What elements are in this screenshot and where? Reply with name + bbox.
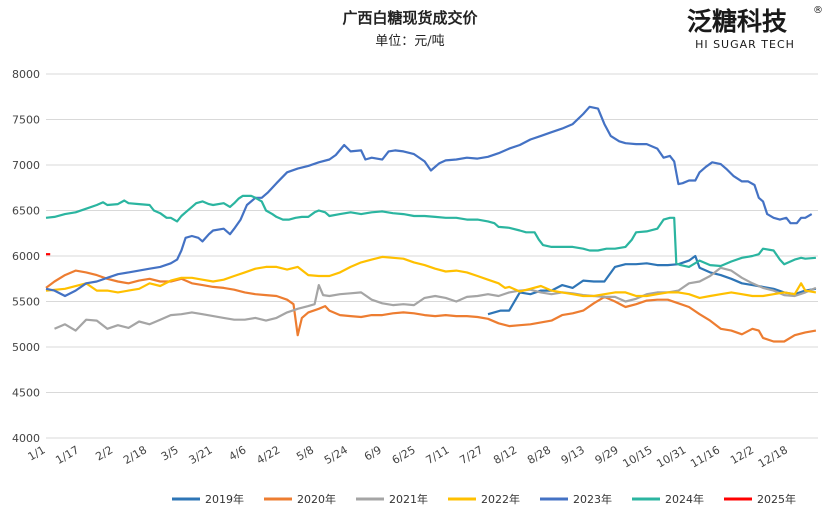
x-tick-label: 7/27 — [457, 443, 485, 467]
logo: 泛糖科技 ® HI SUGAR TECH — [687, 5, 823, 51]
x-tick-label: 6/9 — [362, 443, 384, 463]
x-tick-label: 9/29 — [593, 443, 621, 467]
series-line-2023年 — [45, 105, 813, 298]
y-tick-label: 7000 — [12, 159, 40, 172]
legend-label: 2023年 — [573, 492, 612, 506]
x-tick-label: 1/1 — [26, 443, 48, 463]
y-tick-label: 4000 — [12, 432, 40, 445]
logo-english: HI SUGAR TECH — [695, 38, 795, 51]
y-tick-label: 8000 — [12, 68, 40, 81]
registered-mark: ® — [813, 5, 823, 16]
x-tick-label: 12/2 — [728, 443, 756, 467]
chart-subtitle: 单位：元/吨 — [375, 34, 444, 49]
y-axis: 4000 4500 5000 5500 6000 6500 7000 7500 8000 — [12, 68, 40, 445]
series-line-2024年 — [45, 194, 816, 268]
x-tick-label: 4/22 — [254, 443, 282, 467]
series-line-2022年 — [45, 255, 817, 299]
grid-lines — [46, 73, 818, 439]
y-tick-label: 7500 — [12, 114, 40, 127]
y-tick-label: 6500 — [12, 205, 40, 218]
y-tick-label: 6000 — [12, 250, 40, 263]
x-tick-label: 10/15 — [621, 443, 655, 470]
x-tick-label: 5/24 — [322, 443, 350, 467]
x-tick-label: 4/6 — [227, 443, 249, 463]
chart-title: 广西白糖现货成交价 — [342, 9, 478, 27]
legend-label: 2021年 — [389, 492, 428, 506]
legend-label: 2022年 — [481, 492, 520, 506]
x-tick-label: 3/21 — [187, 443, 215, 467]
plot-area — [45, 105, 817, 343]
x-axis: 1/1 1/17 2/2 2/18 3/5 3/21 4/6 4/22 5/8 5/24 6/9 6/… — [26, 443, 790, 470]
x-tick-label: 11/16 — [688, 443, 722, 470]
y-tick-label: 5500 — [12, 296, 40, 309]
series-line-2019年 — [487, 254, 817, 316]
x-tick-label: 6/25 — [390, 443, 418, 467]
legend-label: 2025年 — [757, 492, 796, 506]
series-line-2021年 — [54, 266, 817, 332]
x-tick-label: 8/28 — [525, 443, 553, 467]
x-tick-label: 8/12 — [491, 443, 519, 467]
x-tick-label: 9/13 — [559, 443, 587, 467]
logo-chinese: 泛糖科技 — [687, 7, 787, 36]
legend-label: 2020年 — [297, 492, 336, 506]
x-tick-label: 1/17 — [53, 443, 81, 467]
x-tick-label: 2/18 — [121, 443, 149, 467]
y-tick-label: 4500 — [12, 387, 40, 400]
legend-label: 2024年 — [665, 492, 704, 506]
x-tick-label: 3/5 — [159, 443, 181, 463]
y-tick-label: 5000 — [12, 341, 40, 354]
legend: 2019年 2020年 2021年 2022年 2023年 2024年 2025年 — [172, 492, 796, 506]
x-tick-label: 12/18 — [756, 443, 790, 470]
x-tick-label: 10/31 — [654, 443, 688, 470]
legend-label: 2019年 — [205, 492, 244, 506]
x-tick-label: 7/11 — [424, 443, 452, 467]
x-tick-label: 2/2 — [93, 443, 115, 463]
x-tick-label: 5/8 — [294, 443, 316, 463]
